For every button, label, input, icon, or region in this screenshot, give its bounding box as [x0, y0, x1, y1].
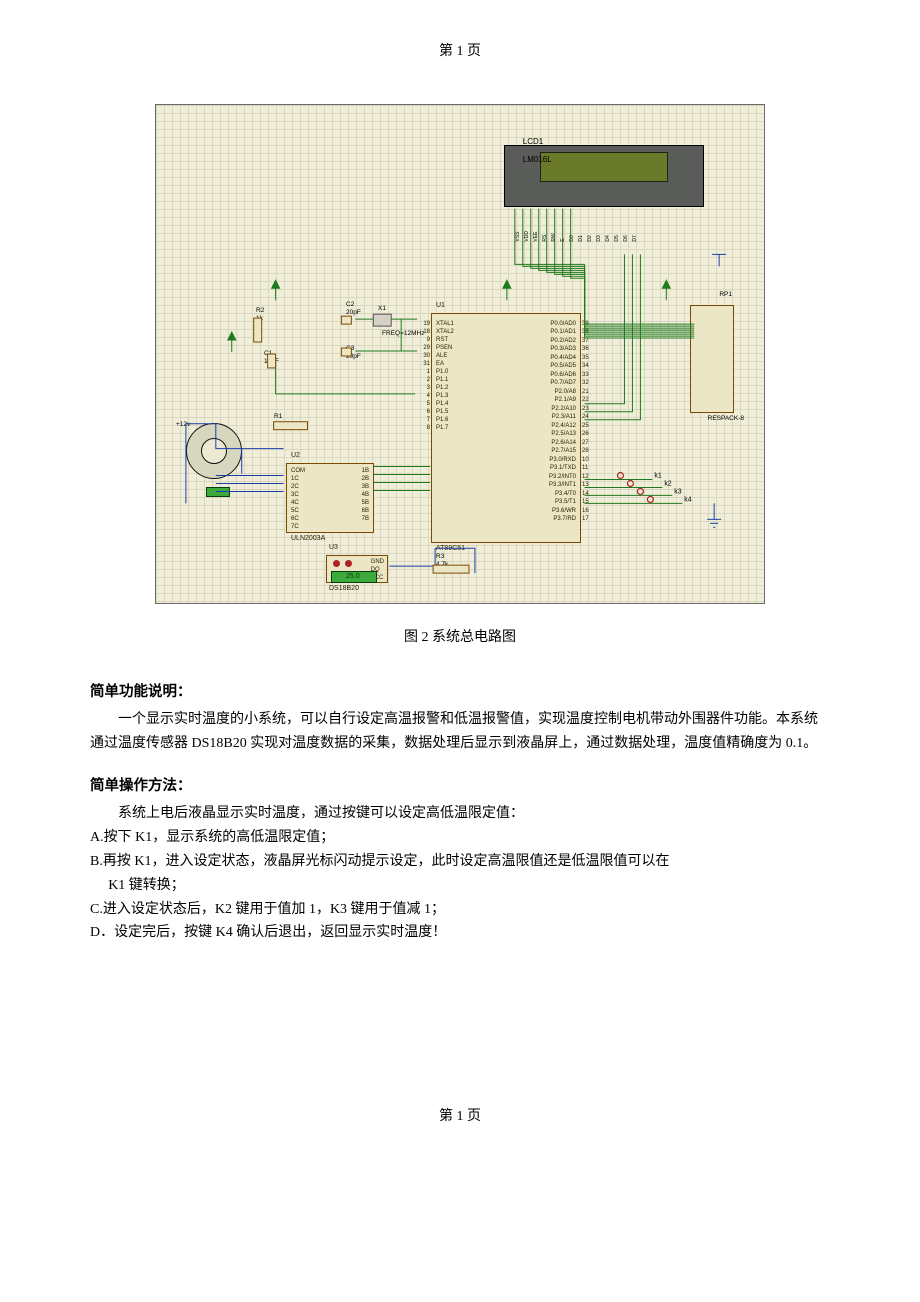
step-c: C.进入设定状态后，K2 键用于值加 1，K3 键用于值减 1；: [90, 898, 830, 922]
step-b-cont: K1 键转换；: [90, 874, 830, 898]
svg-text:k4: k4: [684, 496, 691, 503]
step-d: D．设定完后，按键 K4 确认后退出，返回显示实时温度！: [90, 921, 830, 945]
step-b: B.再按 K1，进入设定状态，液晶屏光标闪动提示设定，此时设定高温限值还是低温限…: [90, 850, 830, 874]
section-title-function: 简单功能说明：: [90, 680, 830, 705]
page-header: 第 1 页: [90, 40, 830, 64]
section-title-operation: 简单操作方法：: [90, 774, 830, 799]
step-a: A.按下 K1，显示系统的高低温限定值；: [90, 826, 830, 850]
circuit-diagram: LCD1 LM016L VSSVDDVEERSRWED0D1D2D3D4D5D6…: [155, 104, 765, 604]
figure-container: LCD1 LM016L VSSVDDVEERSRWED0D1D2D3D4D5D6…: [90, 104, 830, 650]
page-footer: 第 1 页: [90, 1105, 830, 1129]
operation-intro: 系统上电后液晶显示实时温度，通过按键可以设定高低温限定值：: [90, 802, 830, 826]
figure-caption: 图 2 系统总电路图: [404, 626, 516, 650]
svg-text:k1: k1: [654, 472, 661, 479]
svg-text:k2: k2: [664, 480, 671, 487]
svg-text:k3: k3: [674, 488, 681, 495]
function-paragraph: 一个显示实时温度的小系统，可以自行设定高温报警和低温报警值，实现温度控制电机带动…: [90, 708, 830, 756]
wiring-svg: k1 k2 k3 k4: [156, 105, 764, 603]
